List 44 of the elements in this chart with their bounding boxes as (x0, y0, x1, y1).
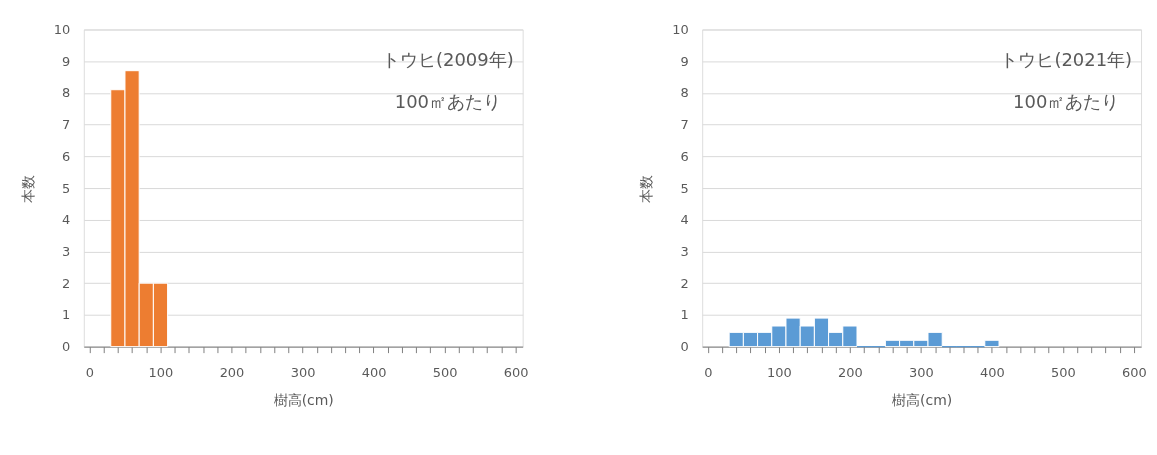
x-tick-label: 300 (909, 365, 934, 381)
y-tick-label: 0 (680, 339, 689, 355)
x-tick-label: 600 (503, 365, 529, 381)
y-tick-label: 2 (62, 275, 71, 291)
y-tick-label: 1 (62, 307, 71, 323)
y-axis-title: 本数 (19, 174, 36, 203)
y-tick-label: 2 (680, 275, 689, 291)
y-tick-label: 9 (62, 53, 71, 69)
y-tick-label: 10 (53, 21, 71, 37)
x-tick-label: 100 (148, 365, 174, 381)
x-axis-title: 樹高(cm) (892, 391, 953, 408)
y-tick-label: 5 (680, 180, 689, 196)
y-tick-label: 4 (62, 212, 71, 228)
y-tick-label: 1 (680, 307, 689, 323)
y-tick-label: 3 (680, 243, 689, 259)
y-tick-label: 10 (672, 21, 689, 37)
y-tick-label: 9 (680, 53, 689, 69)
y-tick-label: 0 (62, 339, 71, 355)
annotation: 100㎡あたり (1013, 91, 1120, 113)
x-tick-label: 300 (290, 365, 316, 381)
x-tick-label: 0 (85, 365, 95, 381)
annotation: トウヒ(2009年) (382, 49, 514, 71)
y-tick-label: 8 (62, 85, 71, 101)
annotation: トウヒ(2021年) (1000, 49, 1133, 71)
y-axis-title: 本数 (638, 174, 655, 203)
x-tick-label: 200 (838, 365, 863, 381)
y-tick-label: 7 (680, 117, 689, 133)
x-tick-label: 500 (432, 365, 458, 381)
y-tick-label: 4 (680, 212, 689, 228)
x-tick-label: 400 (980, 365, 1005, 381)
y-tick-label: 5 (62, 180, 71, 196)
x-tick-label: 100 (767, 365, 792, 381)
y-tick-label: 7 (62, 117, 71, 133)
annotation: 100㎡あたり (394, 91, 501, 113)
y-tick-label: 8 (680, 85, 689, 101)
y-tick-label: 6 (62, 148, 71, 164)
x-tick-label: 500 (1051, 365, 1076, 381)
y-tick-label: 6 (680, 148, 689, 164)
x-tick-label: 0 (704, 365, 713, 381)
x-tick-label: 600 (1122, 365, 1147, 381)
x-tick-label: 200 (219, 365, 245, 381)
x-axis-title: 樹高(cm) (273, 391, 334, 408)
y-tick-label: 3 (62, 243, 71, 259)
x-tick-label: 400 (361, 365, 387, 381)
